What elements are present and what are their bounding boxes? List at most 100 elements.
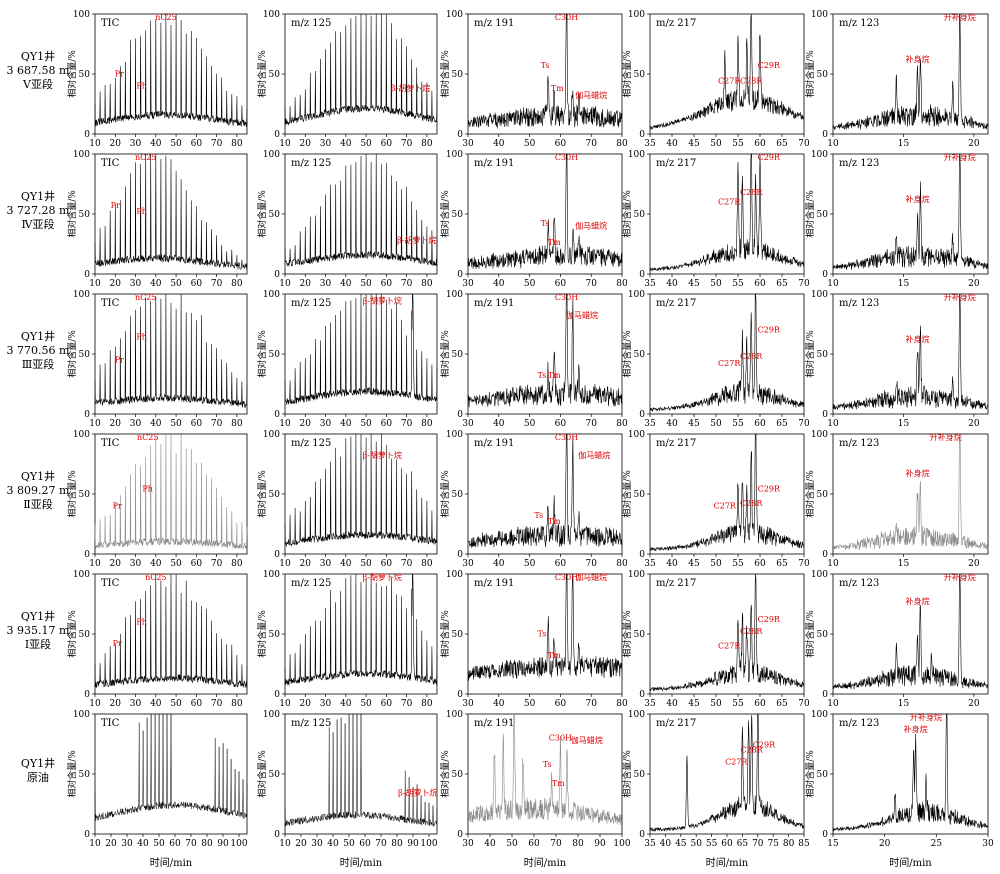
panel-title: m/z 191 — [474, 718, 514, 729]
peak-annotation: Tm — [548, 651, 561, 660]
chromatogram-trace — [284, 293, 438, 405]
panel-title: m/z 123 — [839, 298, 879, 309]
y-tick-label: 100 — [446, 570, 463, 580]
y-tick-label: 0 — [822, 270, 828, 280]
y-tick-label: 0 — [639, 270, 645, 280]
chromatogram-trace — [832, 433, 989, 551]
x-tick-label: 55 — [732, 279, 744, 289]
peak-annotation: 伽马蜡烷 — [571, 735, 603, 745]
x-axis-title: 时间/min — [524, 856, 567, 869]
x-tick-label: 20 — [300, 279, 312, 289]
x-tick-label: 15 — [827, 839, 839, 849]
x-tick-label: 20 — [968, 279, 980, 289]
peak-annotation: 伽马蜡烷 — [566, 310, 598, 320]
row-label-line: QY1井 — [21, 189, 55, 203]
panel-title: m/z 125 — [291, 18, 331, 29]
x-tick-label: 45 — [688, 419, 700, 429]
y-tick-label: 0 — [822, 690, 828, 700]
panel-title: m/z 217 — [656, 298, 696, 309]
chromatogram-trace — [94, 433, 248, 550]
x-tick-label: 80 — [616, 419, 628, 429]
y-axis-label: 相对含量/% — [804, 470, 816, 518]
x-tick-label: 40 — [150, 139, 162, 149]
x-tick-label: 50 — [170, 559, 182, 569]
y-tick-label: 50 — [79, 350, 91, 360]
x-tick-label: 30 — [130, 559, 142, 569]
y-tick-label: 100 — [811, 10, 828, 20]
x-tick-label: 15 — [898, 139, 910, 149]
peak-annotation: β-胡萝卜烷 — [363, 296, 402, 306]
panel-r0c0: 0 50 100 相对含量/% 10 20 30 40 50 60 70 80 TIC Pr Ph nC25 — [66, 10, 248, 149]
y-tick-label: 50 — [817, 770, 829, 780]
y-tick-label: 0 — [639, 130, 645, 140]
x-tick-label: 70 — [401, 699, 413, 709]
x-tick-label: 45 — [675, 839, 687, 849]
x-tick-label: 50 — [710, 419, 722, 429]
x-tick-label: 30 — [320, 699, 332, 709]
peak-annotation: Tm — [552, 779, 565, 788]
x-tick-label: 60 — [754, 559, 766, 569]
x-tick-label: 80 — [616, 559, 628, 569]
x-tick-label: 50 — [170, 139, 182, 149]
peak-annotation: nC25 — [135, 293, 156, 302]
x-tick-label: 70 — [585, 139, 597, 149]
x-tick-label: 15 — [898, 559, 910, 569]
x-tick-label: 40 — [666, 419, 678, 429]
chromatogram-trace — [284, 13, 438, 126]
peak-annotation: Pr — [115, 69, 124, 78]
x-tick-label: 80 — [616, 279, 628, 289]
peak-annotation: C29R — [758, 485, 781, 494]
y-tick-label: 50 — [452, 490, 464, 500]
x-tick-label: 50 — [360, 419, 372, 429]
panel-title: m/z 123 — [839, 578, 879, 589]
x-tick-label: 50 — [360, 559, 372, 569]
y-axis-label: 相对含量/% — [439, 470, 451, 518]
x-tick-label: 20 — [295, 839, 307, 849]
x-tick-label: 20 — [300, 699, 312, 709]
panel-r3c0: 0 50 100 相对含量/% 10 20 30 40 50 60 70 80 TIC Pr Ph nC25 — [66, 430, 248, 569]
x-tick-label: 10 — [89, 279, 101, 289]
peak-annotation: Tm — [548, 238, 561, 247]
panel-r0c1: 0 50 100 相对含量/% 10 20 30 40 50 60 70 80 m/z 125 β-胡萝卜… — [256, 10, 438, 149]
x-tick-label: 60 — [381, 279, 393, 289]
y-tick-label: 0 — [84, 550, 90, 560]
x-tick-label: 90 — [407, 839, 419, 849]
x-tick-label: 50 — [153, 839, 165, 849]
y-tick-label: 50 — [79, 770, 91, 780]
peak-annotation: Ph — [136, 617, 147, 626]
peak-annotation: 升补身烷 — [930, 432, 962, 442]
peak-annotation: C28R — [740, 499, 763, 508]
x-tick-label: 10 — [279, 419, 291, 429]
x-tick-label: 15 — [898, 279, 910, 289]
x-tick-label: 65 — [737, 839, 749, 849]
x-tick-label: 20 — [110, 559, 122, 569]
y-axis-label: 相对含量/% — [439, 330, 451, 378]
row-label-line: QY1井 — [21, 469, 55, 483]
y-axis-label: 相对含量/% — [621, 190, 633, 238]
x-tick-label: 40 — [666, 559, 678, 569]
x-tick-label: 50 — [524, 699, 536, 709]
x-tick-label: 45 — [688, 139, 700, 149]
x-tick-label: 70 — [211, 559, 223, 569]
peak-annotation: Ph — [136, 207, 147, 216]
y-tick-label: 0 — [274, 270, 280, 280]
panel-title: m/z 217 — [656, 438, 696, 449]
x-tick-label: 60 — [381, 559, 393, 569]
peak-annotation: β-胡萝卜烷 — [363, 450, 402, 460]
x-tick-label: 10 — [827, 139, 839, 149]
x-tick-label: 50 — [524, 279, 536, 289]
peak-annotation: Ph — [142, 485, 153, 494]
x-tick-label: 30 — [130, 139, 142, 149]
x-tick-label: 70 — [401, 279, 413, 289]
row-label-line: 原油 — [27, 770, 49, 784]
x-tick-label: 60 — [191, 139, 203, 149]
peak-annotation: Ts — [534, 511, 543, 520]
peak-annotation: nC25 — [135, 153, 156, 162]
y-tick-label: 50 — [817, 350, 829, 360]
x-tick-label: 10 — [89, 839, 101, 849]
